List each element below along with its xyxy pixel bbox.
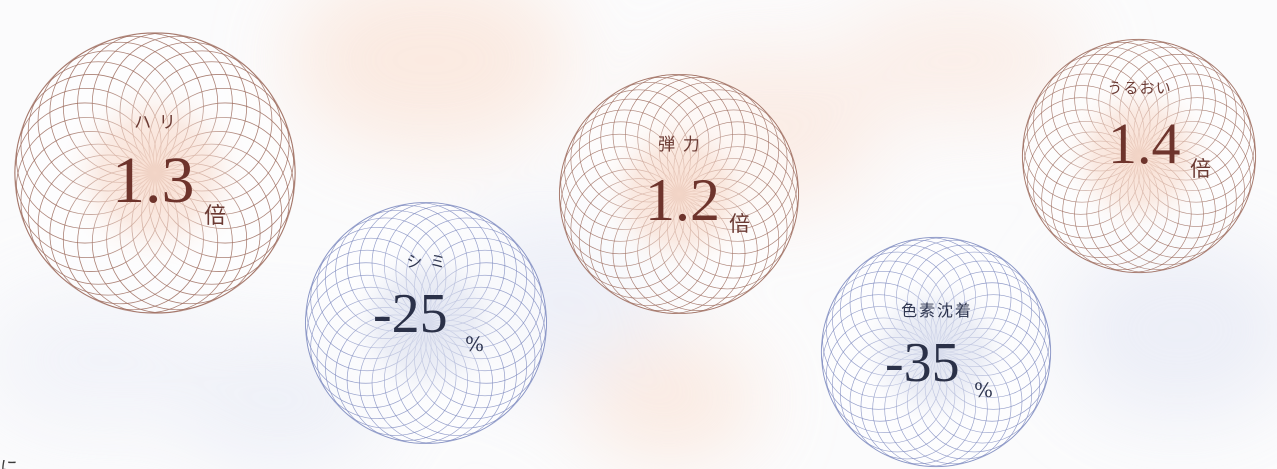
mesh-sphere-icon [820,236,1052,468]
metric-value: 1.4 [1108,111,1181,176]
metric-unit: % [974,378,994,402]
metric-unit: 倍 [1190,157,1211,181]
mesh-sphere-icon [558,73,800,315]
metric-orb-danryoku: 弾力 1.2 倍 [557,72,801,316]
metric-orb-hari: ハリ 1.3 倍 [12,30,298,316]
metric-label: シミ [406,252,453,271]
metric-label: 弾力 [658,135,708,155]
metric-value: 1.2 [645,167,720,233]
metric-unit: 倍 [729,212,750,236]
metric-unit: % [465,332,485,356]
metric-orb-shimi: シミ -25 % [303,200,549,446]
metric-value: 1.3 [112,144,195,217]
metric-label: ハリ [134,113,184,133]
metric-label: 色素沈着 [901,301,973,320]
metric-orb-shikiso-chinchaku: 色素沈着 -35 % [817,235,1055,469]
mesh-sphere-icon [1021,38,1257,274]
metric-value: -35 [885,332,960,394]
footer-text: に [0,458,19,469]
metric-value: -25 [373,283,448,345]
mesh-sphere-icon [304,201,548,445]
metric-unit: 倍 [204,204,227,229]
metric-orb-uruoi: うるおい 1.4 倍 [1020,37,1258,275]
mesh-sphere-icon [14,32,296,314]
metric-label: うるおい [1107,79,1172,97]
